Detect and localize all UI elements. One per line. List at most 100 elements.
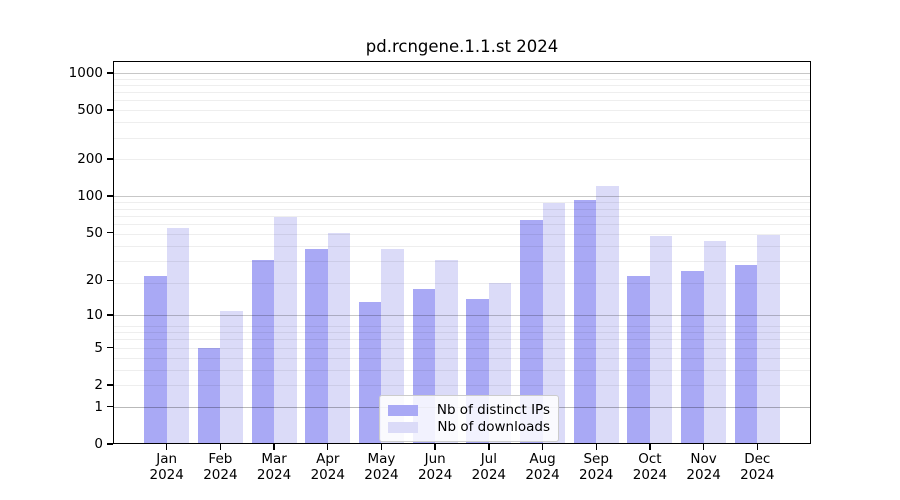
minor-gridline bbox=[113, 245, 811, 247]
minor-gridline bbox=[113, 100, 811, 102]
bar-downloads-jan bbox=[166, 227, 190, 444]
bar-downloads-apr bbox=[327, 232, 351, 444]
y-tick-mark bbox=[107, 384, 113, 386]
top-spine bbox=[113, 61, 811, 63]
x-tick-label-nov: Nov 2024 bbox=[686, 451, 721, 483]
minor-gridline bbox=[113, 202, 811, 204]
x-tick-mark bbox=[380, 444, 383, 450]
bar-downloads-oct bbox=[649, 236, 673, 444]
bar-downloads-dec bbox=[757, 234, 780, 444]
x-tick-mark bbox=[702, 444, 705, 450]
x-tick-mark bbox=[219, 444, 222, 450]
bar-distinct-ips-oct bbox=[627, 275, 650, 444]
x-tick-label-oct: Oct 2024 bbox=[632, 451, 668, 483]
minor-gridline bbox=[113, 224, 811, 226]
x-tick-mark bbox=[649, 444, 651, 450]
x-tick-mark bbox=[327, 444, 329, 450]
bar-distinct-ips-mar bbox=[251, 259, 275, 444]
minor-gridline bbox=[113, 233, 811, 235]
y-tick-label: 5 bbox=[94, 339, 103, 356]
bar-distinct-ips-may bbox=[358, 302, 382, 444]
y-tick-label: 200 bbox=[77, 151, 103, 168]
x-tick-label-sep: Sep 2024 bbox=[579, 451, 614, 483]
minor-gridline bbox=[113, 369, 811, 371]
bar-downloads-sep bbox=[596, 186, 619, 444]
y-tick-mark bbox=[107, 406, 113, 408]
x-tick-label-jul: Jul 2024 bbox=[471, 451, 507, 483]
bar-downloads-nov bbox=[703, 240, 727, 444]
y-tick-mark bbox=[107, 443, 113, 445]
minor-gridline bbox=[113, 283, 811, 285]
minor-gridline bbox=[113, 159, 811, 161]
major-gridline bbox=[113, 315, 811, 317]
x-tick-label-apr: Apr 2024 bbox=[310, 451, 345, 483]
bottom-spine bbox=[113, 443, 811, 445]
x-tick-label-aug: Aug 2024 bbox=[525, 451, 560, 483]
minor-gridline bbox=[113, 332, 811, 334]
y-tick-label: 2 bbox=[94, 376, 103, 393]
minor-gridline bbox=[113, 215, 811, 217]
bar-downloads-aug bbox=[542, 202, 566, 444]
legend: Nb of distinct IPs Nb of downloads bbox=[379, 395, 559, 442]
major-gridline bbox=[113, 196, 811, 198]
minor-gridline bbox=[113, 122, 811, 124]
x-tick-mark bbox=[165, 444, 168, 450]
bar-distinct-ips-aug bbox=[520, 219, 543, 444]
y-tick-mark bbox=[107, 109, 113, 111]
y-tick-mark bbox=[107, 72, 113, 74]
y-tick-label: 1000 bbox=[68, 64, 103, 81]
right-spine bbox=[810, 61, 812, 444]
minor-gridline bbox=[113, 84, 811, 86]
minor-gridline bbox=[113, 325, 811, 327]
y-tick-label: 1 bbox=[94, 398, 103, 415]
y-tick-mark bbox=[107, 314, 113, 316]
y-tick-mark bbox=[107, 347, 113, 349]
y-tick-mark bbox=[107, 232, 113, 234]
x-tick-mark bbox=[434, 444, 436, 450]
minor-gridline bbox=[113, 357, 811, 359]
minor-gridline bbox=[113, 384, 811, 386]
minor-gridline bbox=[113, 339, 811, 341]
x-tick-label-mar: Mar 2024 bbox=[256, 451, 292, 483]
x-tick-label-dec: Dec 2024 bbox=[740, 451, 775, 483]
bar-downloads-mar bbox=[274, 217, 297, 444]
plot-area bbox=[113, 61, 811, 444]
y-tick-label: 0 bbox=[94, 436, 103, 452]
bar-distinct-ips-apr bbox=[305, 248, 328, 444]
x-tick-mark bbox=[488, 444, 490, 450]
x-tick-mark bbox=[595, 444, 597, 450]
bar-distinct-ips-sep bbox=[573, 199, 597, 444]
legend-swatch-distinct-ips bbox=[388, 404, 418, 416]
y-tick-label: 50 bbox=[85, 224, 103, 241]
y-tick-mark bbox=[107, 279, 113, 282]
bar-distinct-ips-feb bbox=[197, 347, 221, 444]
chart-title: pd.rcngene.1.1.st 2024 bbox=[365, 37, 559, 56]
bar-distinct-ips-dec bbox=[734, 264, 758, 444]
y-tick-label: 500 bbox=[77, 102, 103, 119]
minor-gridline bbox=[113, 92, 811, 94]
minor-gridline bbox=[113, 261, 811, 263]
x-tick-mark bbox=[756, 444, 758, 450]
x-tick-label-jan: Jan 2024 bbox=[149, 451, 184, 483]
minor-gridline bbox=[113, 78, 811, 80]
legend-label-distinct-ips: Nb of distinct IPs bbox=[436, 402, 550, 418]
y-tick-mark bbox=[107, 195, 113, 197]
legend-label-downloads: Nb of downloads bbox=[437, 419, 550, 435]
x-tick-label-feb: Feb 2024 bbox=[203, 451, 238, 483]
x-tick-mark bbox=[273, 444, 275, 450]
minor-gridline bbox=[113, 137, 811, 139]
x-tick-label-jun: Jun 2024 bbox=[417, 451, 453, 483]
minor-gridline bbox=[113, 110, 811, 112]
bar-distinct-ips-nov bbox=[681, 271, 704, 444]
left-spine bbox=[113, 61, 115, 444]
minor-gridline bbox=[113, 208, 811, 210]
y-tick-label: 20 bbox=[85, 272, 103, 289]
x-tick-mark bbox=[541, 444, 544, 450]
major-gridline bbox=[113, 72, 811, 74]
legend-item-downloads: Nb of downloads bbox=[388, 419, 550, 435]
bar-distinct-ips-jan bbox=[144, 275, 167, 444]
y-tick-label: 10 bbox=[85, 307, 103, 324]
x-tick-label-may: May 2024 bbox=[364, 451, 399, 483]
y-tick-label: 100 bbox=[77, 188, 103, 205]
